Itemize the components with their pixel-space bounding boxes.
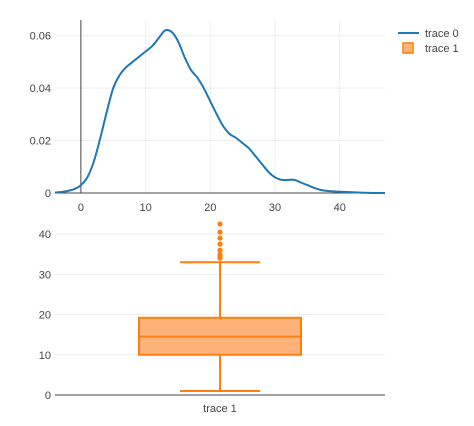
box-trace-1[interactable] bbox=[138, 221, 302, 392]
density-plot-panel: 0 0.02 0.04 0.06 0 10 20 30 40 bbox=[30, 20, 386, 214]
legend-label-trace-0: trace 0 bbox=[425, 28, 459, 40]
y-tick-label: 0 bbox=[45, 390, 51, 402]
outlier-point[interactable] bbox=[217, 251, 223, 257]
outlier-point[interactable] bbox=[217, 229, 223, 235]
y-tick-label: 10 bbox=[39, 350, 51, 362]
legend-label-trace-1: trace 1 bbox=[425, 43, 459, 55]
outlier-point[interactable] bbox=[217, 235, 223, 241]
x-tick-label: 20 bbox=[204, 202, 216, 214]
x-tick-label: 40 bbox=[334, 202, 346, 214]
x-tick-label: 30 bbox=[269, 202, 281, 214]
y-tick-label: 0.02 bbox=[30, 136, 51, 148]
y-tick-label: 0 bbox=[45, 188, 51, 200]
x-tick-label: 0 bbox=[78, 202, 84, 214]
outlier-point[interactable] bbox=[217, 221, 223, 227]
y-tick-label: 30 bbox=[39, 269, 51, 281]
outlier-point[interactable] bbox=[217, 247, 223, 253]
density-line-trace-0[interactable] bbox=[54, 28, 386, 194]
legend-item-trace-1[interactable]: trace 1 bbox=[402, 42, 459, 55]
outlier-point[interactable] bbox=[217, 241, 223, 247]
x-tick-label: 10 bbox=[139, 202, 151, 214]
y-tick-label: 40 bbox=[39, 229, 51, 241]
x-category-label: trace 1 bbox=[203, 403, 237, 415]
y-tick-label: 0.06 bbox=[30, 31, 51, 43]
box-plot-panel: 0 10 20 30 40 trace 1 bbox=[39, 221, 385, 415]
legend-item-trace-0[interactable]: trace 0 bbox=[398, 28, 459, 40]
legend[interactable]: trace 0 trace 1 bbox=[398, 28, 459, 55]
y-tick-label: 20 bbox=[39, 310, 51, 322]
legend-box-swatch bbox=[402, 42, 414, 54]
y-tick-label: 0.04 bbox=[30, 83, 51, 95]
